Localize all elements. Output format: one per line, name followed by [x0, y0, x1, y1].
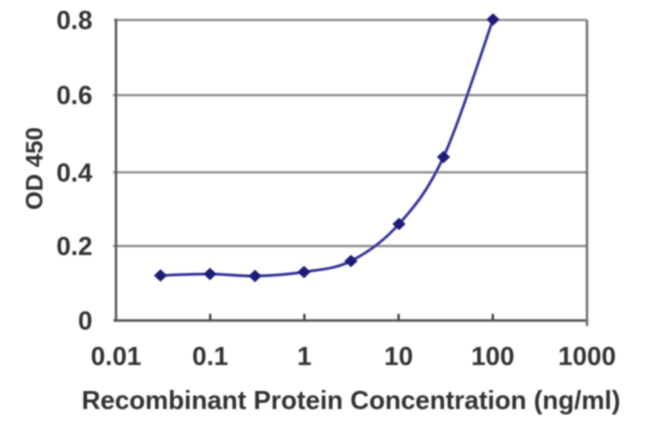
svg-text:100: 100	[471, 341, 514, 371]
svg-text:OD 450: OD 450	[22, 127, 49, 210]
svg-text:0.01: 0.01	[91, 341, 142, 371]
svg-text:0.2: 0.2	[56, 231, 92, 261]
svg-text:1: 1	[297, 341, 311, 371]
svg-text:0.1: 0.1	[192, 341, 228, 371]
svg-text:0.8: 0.8	[56, 5, 92, 35]
svg-text:0: 0	[78, 306, 92, 336]
svg-text:10: 10	[384, 341, 413, 371]
svg-text:0.6: 0.6	[56, 80, 92, 110]
svg-text:1000: 1000	[558, 341, 616, 371]
svg-text:0.4: 0.4	[56, 157, 93, 187]
svg-text:Recombinant Protein Concentrat: Recombinant Protein Concentration (ng/ml…	[82, 385, 621, 415]
